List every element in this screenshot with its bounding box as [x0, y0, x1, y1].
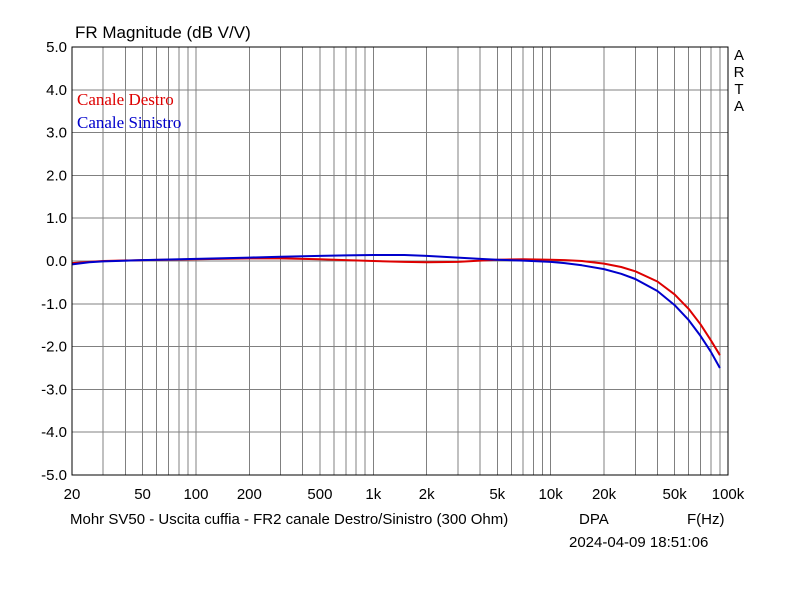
series-line-canale-destro: [71, 257, 721, 356]
x-tick-label: 2k: [419, 486, 435, 503]
legend-sinistro: Canale Sinistro: [77, 113, 182, 132]
footer-description: Mohr SV50 - Uscita cuffia - FR2 canale D…: [70, 511, 509, 528]
x-tick-label: 1k: [365, 486, 381, 503]
y-tick-label: 5.0: [46, 39, 67, 56]
y-tick-labels: 5.0 4.0 3.0 2.0 1.0 0.0 -1.0 -2.0 -3.0 -4.0 -5.0: [41, 39, 67, 484]
x-tick-label: 100k: [712, 486, 745, 503]
y-tick-label: 0.0: [46, 253, 67, 270]
y-tick-label: 2.0: [46, 167, 67, 184]
x-tick-label: 100: [183, 486, 208, 503]
series-lines: [71, 254, 721, 369]
y-tick-label: 4.0: [46, 82, 67, 99]
x-tick-label: 10k: [539, 486, 564, 503]
x-axis-unit: F(Hz): [687, 511, 725, 528]
y-tick-label: -5.0: [41, 467, 67, 484]
side-letter: A: [733, 98, 744, 115]
y-tick-label: -4.0: [41, 424, 67, 441]
y-tick-label: -1.0: [41, 296, 67, 313]
x-tick-label: 200: [237, 486, 262, 503]
arta-side-label: A R T A: [732, 47, 746, 115]
x-tick-label: 50: [134, 486, 151, 503]
legend-destro: Canale Destro: [77, 90, 174, 109]
x-tick-label: 50k: [663, 486, 688, 503]
side-letter: R: [733, 64, 745, 81]
x-tick-label: 500: [307, 486, 332, 503]
y-tick-label: 1.0: [46, 210, 67, 227]
y-tick-label: -2.0: [41, 339, 67, 356]
plot-frame: [71, 46, 729, 476]
side-letter: A: [733, 47, 744, 64]
footer-datetime: 2024-04-09 18:51:06: [569, 534, 709, 551]
x-tick-labels: 20 50 100 200 500 1k 2k 5k 10k 20k 50k 100k: [64, 486, 745, 503]
chart-title: FR Magnitude (dB V/V): [75, 23, 251, 42]
side-letter: T: [734, 81, 744, 98]
series-line-canale-sinistro: [71, 254, 721, 369]
y-tick-label: 3.0: [46, 125, 67, 142]
footer-dpa: DPA: [579, 511, 609, 528]
y-tick-label: -3.0: [41, 381, 67, 398]
x-tick-label: 5k: [489, 486, 505, 503]
x-tick-label: 20k: [592, 486, 617, 503]
x-tick-label: 20: [64, 486, 81, 503]
